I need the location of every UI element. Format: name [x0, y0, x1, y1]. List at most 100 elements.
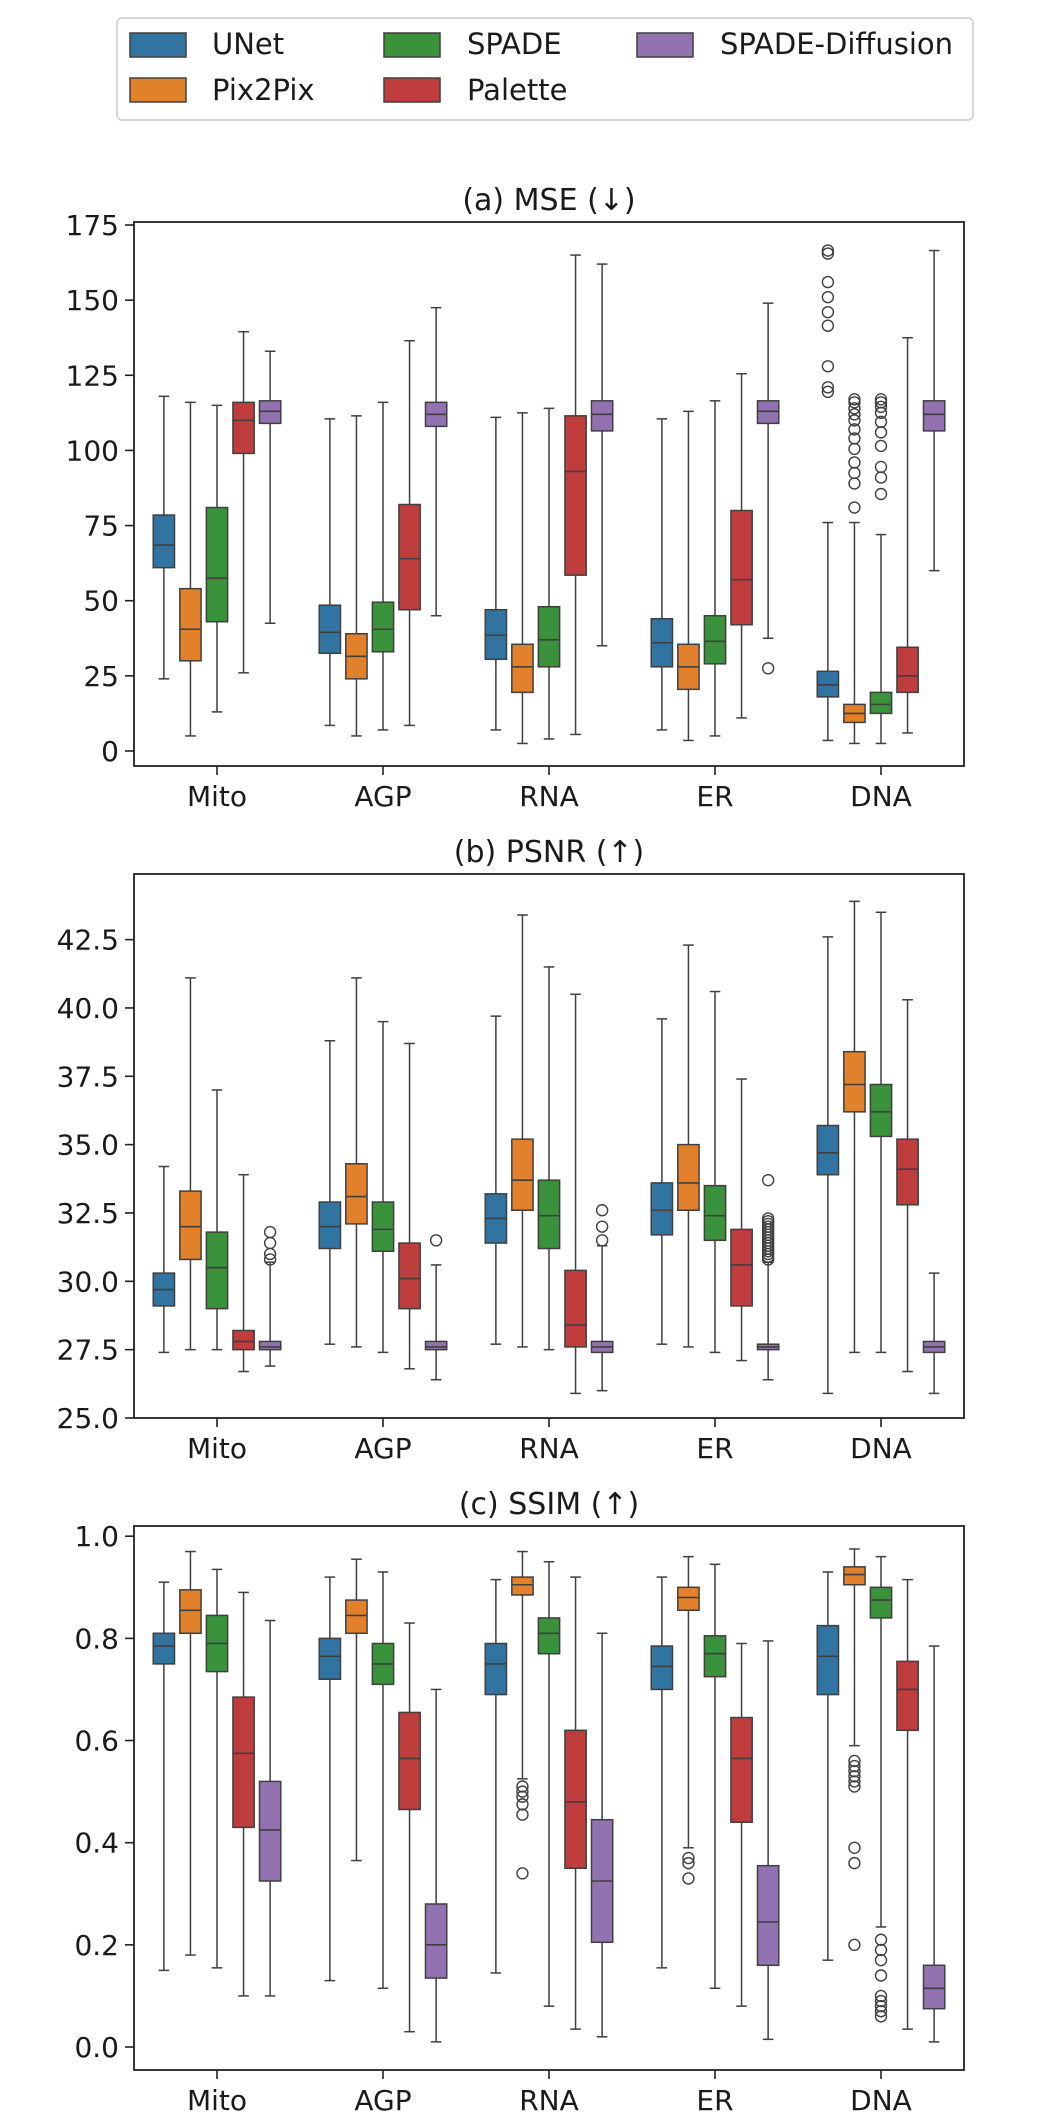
- outlier-point: [848, 432, 861, 445]
- outlier-point: [821, 244, 835, 257]
- outlier-point: [874, 1933, 888, 1946]
- box-body: [424, 1340, 448, 1351]
- box-body: [398, 503, 421, 611]
- box-palette-rna: [564, 254, 587, 736]
- outlier-point: [848, 456, 861, 469]
- series-pix2pix: [179, 900, 866, 1354]
- outlier-point: [848, 1856, 861, 1870]
- x-tick-label: RNA: [519, 1432, 579, 1465]
- box-spade-diffusion-er: [756, 302, 780, 675]
- box-body: [258, 1340, 282, 1351]
- plot-frame: [133, 1525, 965, 2071]
- y-tick-label: 175: [66, 209, 119, 242]
- box-palette-dna: [896, 1578, 919, 2030]
- box-pix2pix-er: [677, 410, 700, 742]
- box-body: [869, 691, 893, 715]
- outlier-point: [848, 477, 861, 490]
- box-body: [703, 1184, 727, 1242]
- box-body: [511, 1138, 534, 1211]
- box-body: [677, 1586, 700, 1612]
- y-tick-label: 1.0: [74, 1520, 119, 1553]
- box-body: [896, 1660, 919, 1732]
- box-pix2pix-agp: [345, 1558, 368, 1862]
- box-palette-agp: [398, 1622, 421, 2033]
- box-body: [232, 1329, 255, 1351]
- outlier-point: [516, 1798, 529, 1811]
- outlier-point: [682, 1856, 695, 1870]
- box-spade-diffusion-er: [756, 1173, 780, 1381]
- outlier-point: [821, 381, 835, 394]
- box-body: [922, 1964, 946, 2010]
- x-tick-label: DNA: [850, 780, 912, 813]
- x-tick-label: RNA: [519, 2084, 579, 2117]
- box-pix2pix-rna: [511, 1550, 534, 1880]
- series-pix2pix: [179, 1548, 866, 1956]
- outlier-point: [595, 1234, 609, 1247]
- box-spade-agp: [371, 401, 395, 731]
- x-tick-label: ER: [696, 1432, 733, 1465]
- legend-entry-pix2pix: Pix2Pix: [129, 73, 315, 107]
- legend-entry-unet: UNet: [129, 27, 284, 61]
- x-tick-label: AGP: [354, 2084, 411, 2117]
- legend-label-palette: Palette: [467, 73, 567, 107]
- outlier-point: [682, 1872, 695, 1885]
- outlier-point: [761, 662, 775, 675]
- box-body: [816, 1124, 840, 1176]
- box-body: [564, 1269, 587, 1348]
- box-spade-diffusion-rna: [590, 1632, 614, 2038]
- y-tick-label: 100: [66, 434, 119, 467]
- box-body: [232, 1696, 255, 1829]
- box-spade-diffusion-mito: [258, 1225, 282, 1367]
- box-body: [318, 1201, 342, 1250]
- box-palette-agp: [398, 339, 421, 727]
- y-tick-label: 0.2: [74, 1929, 119, 1962]
- box-spade-diffusion-mito: [258, 1619, 282, 1997]
- box-unet-er: [650, 418, 674, 731]
- box-unet-agp: [318, 1576, 342, 1982]
- series-pix2pix: [179, 393, 866, 745]
- chart-title: (b) PSNR (↑): [454, 835, 645, 870]
- box-body: [590, 400, 614, 432]
- box-spade-diffusion-agp: [424, 1688, 448, 2043]
- x-tick-label: DNA: [850, 1432, 912, 1465]
- outlier-point: [848, 423, 861, 436]
- outlier-point: [821, 319, 835, 332]
- box-unet-dna: [816, 244, 840, 742]
- outlier-point: [848, 1759, 861, 1773]
- series-unet: [152, 244, 840, 742]
- box-body: [896, 646, 919, 694]
- box-body: [730, 509, 753, 626]
- y-tick-label: 35.0: [57, 1129, 119, 1162]
- outlier-point: [874, 2005, 888, 2018]
- box-unet-mito: [152, 1581, 176, 1972]
- box-body: [537, 1617, 561, 1655]
- outlier-point: [516, 1790, 529, 1803]
- legend-label-spade: SPADE: [467, 27, 562, 61]
- outlier-point: [848, 1841, 861, 1855]
- box-unet-agp: [318, 418, 342, 727]
- box-body: [703, 1635, 727, 1678]
- outlier-point: [874, 1969, 888, 1982]
- outlier-point: [516, 1808, 529, 1821]
- outlier-point: [821, 275, 835, 289]
- box-body: [843, 1050, 866, 1113]
- series-palette: [232, 254, 919, 736]
- outlier-point: [821, 385, 835, 399]
- outlier-point: [874, 393, 888, 406]
- box-body: [318, 604, 342, 655]
- box-pix2pix-dna: [843, 393, 866, 745]
- outlier-point: [821, 247, 835, 260]
- box-spade-mito: [205, 1568, 229, 1969]
- y-tick-label: 25: [83, 660, 119, 693]
- box-spade-diffusion-rna: [590, 1204, 614, 1392]
- box-body: [258, 1780, 282, 1882]
- series-spade: [205, 1555, 893, 2023]
- box-body: [896, 1138, 919, 1206]
- box-spade-er: [703, 990, 727, 1354]
- box-spade-diffusion-rna: [590, 263, 614, 647]
- box-body: [484, 1642, 508, 1696]
- x-tick-label: ER: [696, 780, 733, 813]
- outlier-point: [874, 1999, 888, 2013]
- legend-entry-palette: Palette: [383, 73, 567, 107]
